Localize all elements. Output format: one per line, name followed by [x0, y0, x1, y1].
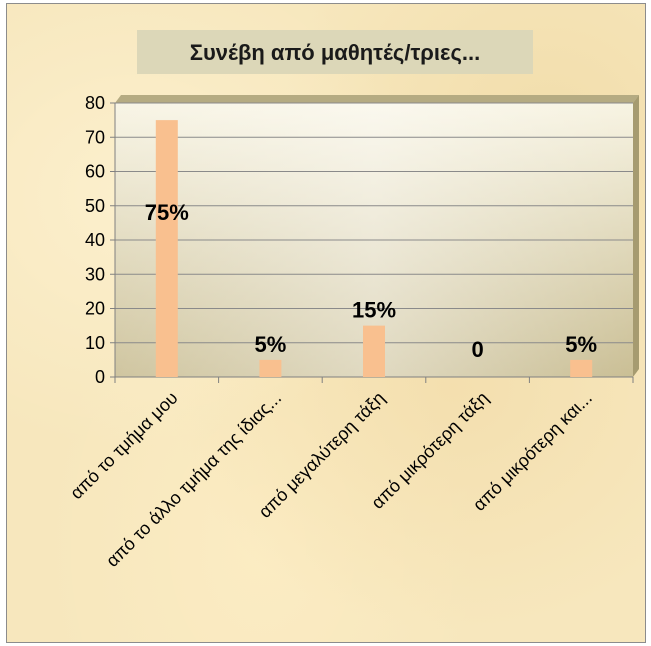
chart-title: Συνέβη από μαθητές/τριες...	[190, 40, 480, 65]
y-tick-label: 0	[95, 367, 105, 387]
y-tick-label: 30	[85, 264, 105, 284]
bar	[363, 325, 385, 377]
plot-area: 0 10 20 30 40 50 60 70 80 75% από το τμήμα μου 5% απ…	[66, 93, 639, 571]
plot-top-edge	[115, 95, 639, 103]
x-tick-label: από το άλλο τμήμα της ίδιας...	[102, 388, 285, 571]
x-tick-label: από το τμήμα μου	[66, 388, 181, 503]
x-tick-label: από μικρότερη και...	[469, 388, 596, 515]
bar	[259, 359, 282, 377]
data-label: 15%	[352, 298, 396, 323]
data-label: 0	[471, 337, 483, 362]
y-tick-label: 20	[85, 299, 105, 319]
bar	[155, 120, 178, 377]
chart-title-box	[137, 30, 533, 74]
y-tick-label: 40	[85, 230, 105, 250]
data-label: 5%	[565, 332, 597, 357]
y-tick-label: 70	[85, 127, 105, 147]
bar	[570, 359, 593, 377]
chart-frame: Συνέβη από μαθητές/τριες... 0 10 20 30 40 50 6…	[6, 3, 646, 643]
y-tick-label: 50	[85, 196, 105, 216]
x-tick-label: από μικρότερη τάξη	[367, 388, 492, 513]
y-tick-label: 60	[85, 162, 105, 182]
plot-side-edge	[633, 95, 639, 377]
y-tick-label: 10	[85, 333, 105, 353]
y-tick-label: 80	[85, 93, 105, 113]
bar-chart: Συνέβη από μαθητές/τριες... 0 10 20 30 40 50 6…	[66, 30, 639, 571]
data-label: 75%	[145, 200, 189, 225]
data-label: 5%	[255, 332, 287, 357]
